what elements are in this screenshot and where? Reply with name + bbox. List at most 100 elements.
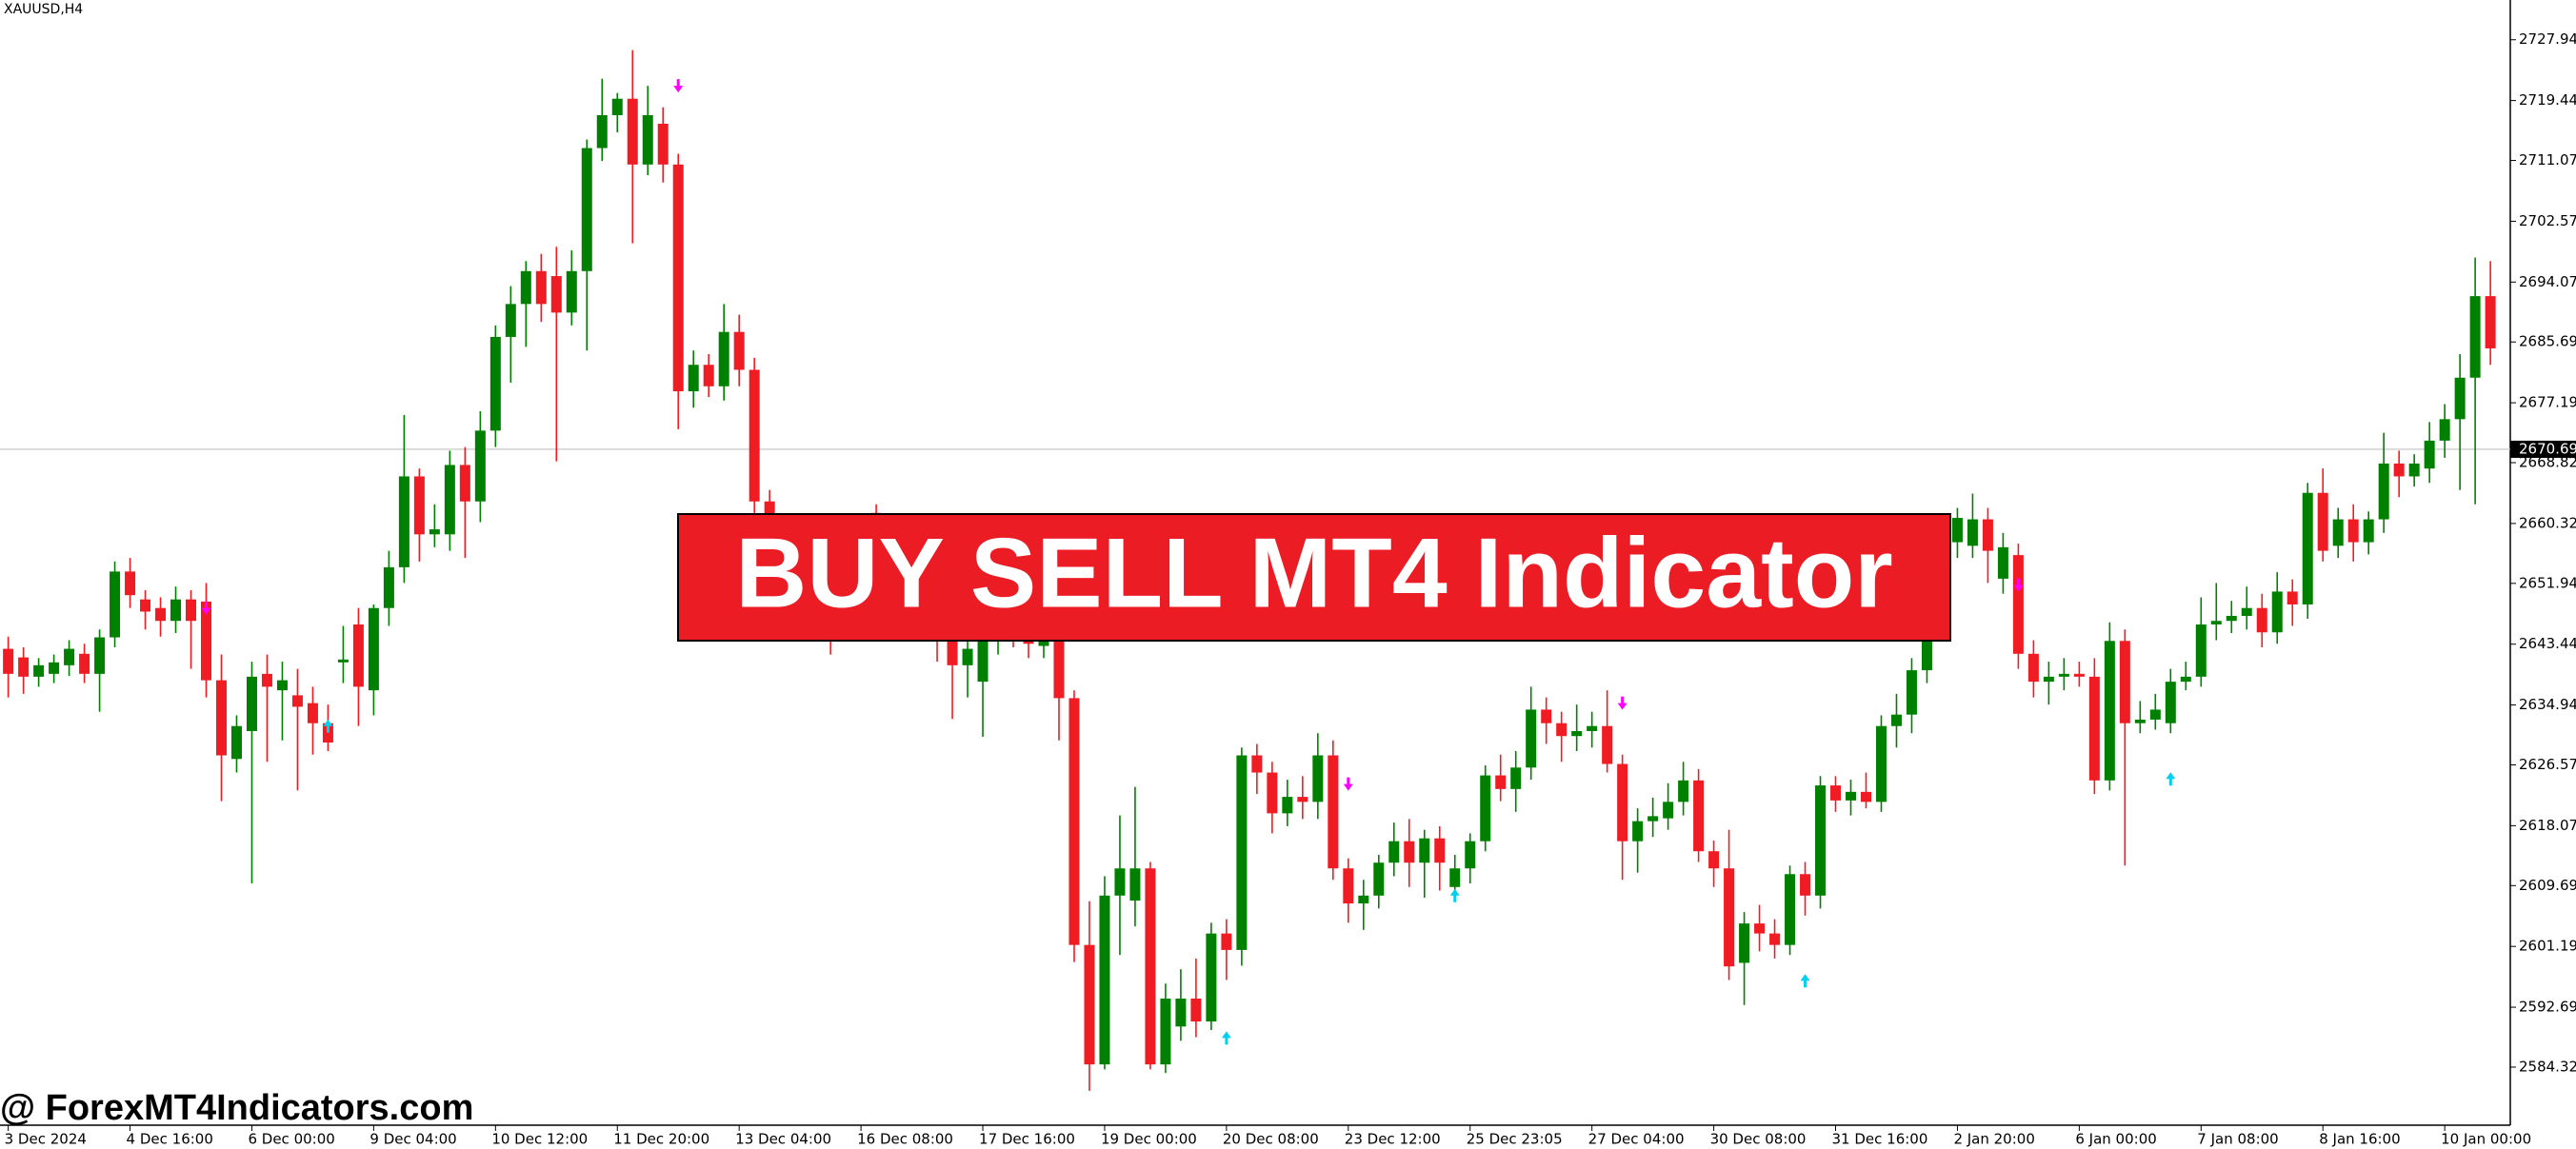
candle-body (1449, 868, 1461, 887)
candle-body (2485, 296, 2496, 348)
buy-arrow (2166, 772, 2176, 786)
candle-body (2363, 519, 2374, 543)
candle-body (49, 662, 60, 674)
candle-body (505, 304, 516, 337)
y-tick-label: 2702.570 (2519, 212, 2576, 229)
y-tick-label: 2643.445 (2519, 635, 2576, 652)
y-tick-label: 2719.445 (2519, 91, 2576, 109)
candle-body (1312, 755, 1324, 802)
candle-body (2378, 463, 2389, 520)
candle-body (2393, 463, 2405, 477)
price-label: 2670.694 (2519, 440, 2576, 457)
candle-body (1951, 518, 1963, 543)
candle-body (2424, 440, 2435, 469)
y-tick-label: 2618.070 (2519, 817, 2576, 834)
candle-body (657, 123, 669, 165)
candle-body (459, 465, 470, 502)
candle-body (1480, 775, 1491, 842)
y-tick-label: 2677.195 (2519, 394, 2576, 411)
candle-body (2165, 682, 2176, 723)
candle-body (1739, 923, 1750, 963)
candle-body (413, 476, 425, 535)
y-tick-label: 2626.570 (2519, 756, 2576, 773)
candle-body (1541, 709, 1552, 723)
buy-arrow (1449, 888, 1460, 902)
x-tick-label: 3 Dec 2024 (5, 1131, 87, 1148)
candle-body (1769, 933, 1781, 945)
candle-body (2195, 624, 2207, 677)
candle-body (2119, 641, 2130, 723)
candle-body (1997, 546, 2008, 579)
sell-arrow (673, 79, 684, 93)
candle-body (1647, 816, 1659, 822)
x-tick-label: 10 Dec 12:00 (491, 1131, 588, 1148)
candle-body (2347, 519, 2359, 543)
candle-body (1114, 868, 1126, 896)
candle-body (1160, 998, 1171, 1065)
candle-body (672, 164, 684, 392)
candle-body (1693, 780, 1705, 852)
candle-body (64, 648, 75, 665)
candle-body (1206, 933, 1217, 1022)
candle-body (2226, 615, 2237, 622)
candle-body (1602, 725, 1613, 764)
candle-body (733, 331, 745, 370)
candle-body (444, 465, 455, 535)
candle-body (1297, 797, 1308, 802)
candle-body (1632, 821, 1644, 842)
candle-body (3, 648, 14, 674)
buy-arrow (1800, 974, 1810, 988)
x-tick-label: 16 Dec 08:00 (857, 1131, 953, 1148)
candle-body (520, 270, 531, 305)
candle-body (1906, 670, 1917, 715)
candle-body (2180, 676, 2191, 683)
candle-body (2241, 607, 2252, 616)
candle-body (398, 476, 409, 567)
candle-body (1815, 785, 1827, 896)
candle-body (2271, 591, 2283, 633)
candle-body (611, 98, 623, 115)
candle-body (1754, 923, 1766, 934)
y-tick-label: 2711.070 (2519, 151, 2576, 168)
candle-body (429, 529, 440, 535)
sell-arrow (1617, 696, 1627, 710)
candle-body (1846, 791, 1857, 801)
candle-body (1890, 714, 1902, 726)
candle-body (276, 680, 288, 691)
candle-body (977, 641, 988, 683)
candle-body (1358, 895, 1369, 904)
x-tick-label: 9 Dec 04:00 (369, 1131, 456, 1148)
candle-body (2332, 519, 2344, 546)
candle-body (2302, 492, 2313, 604)
candle-body (1830, 785, 1842, 801)
candle-body (2408, 463, 2420, 477)
candle-body (1708, 851, 1720, 869)
candle-body (1099, 895, 1110, 1065)
candle-body (383, 566, 394, 608)
candle-body (2286, 591, 2298, 604)
candle-body (1145, 868, 1156, 1065)
candle-body (550, 276, 562, 313)
candle-body (1388, 841, 1400, 863)
candle-body (1556, 723, 1568, 737)
candle-body (1236, 755, 1248, 950)
candle-body (1282, 797, 1293, 814)
sell-arrow (201, 601, 211, 615)
candle-body (1053, 632, 1065, 699)
candle-body (489, 336, 501, 431)
candle-body (1221, 933, 1232, 950)
candle-body (1084, 944, 1095, 1065)
candle-body (2256, 607, 2267, 633)
candle-body (1875, 725, 1887, 802)
candle-body (170, 599, 182, 622)
candle-body (2134, 719, 2146, 723)
candle-body (368, 607, 379, 691)
candle-body (1190, 998, 1202, 1022)
y-tick-label: 2584.320 (2519, 1058, 2576, 1075)
candle-body (307, 703, 318, 723)
y-tick-label: 2592.695 (2519, 999, 2576, 1016)
candle-body (642, 114, 653, 165)
candle-body (1129, 868, 1141, 901)
candle-body (33, 664, 45, 677)
